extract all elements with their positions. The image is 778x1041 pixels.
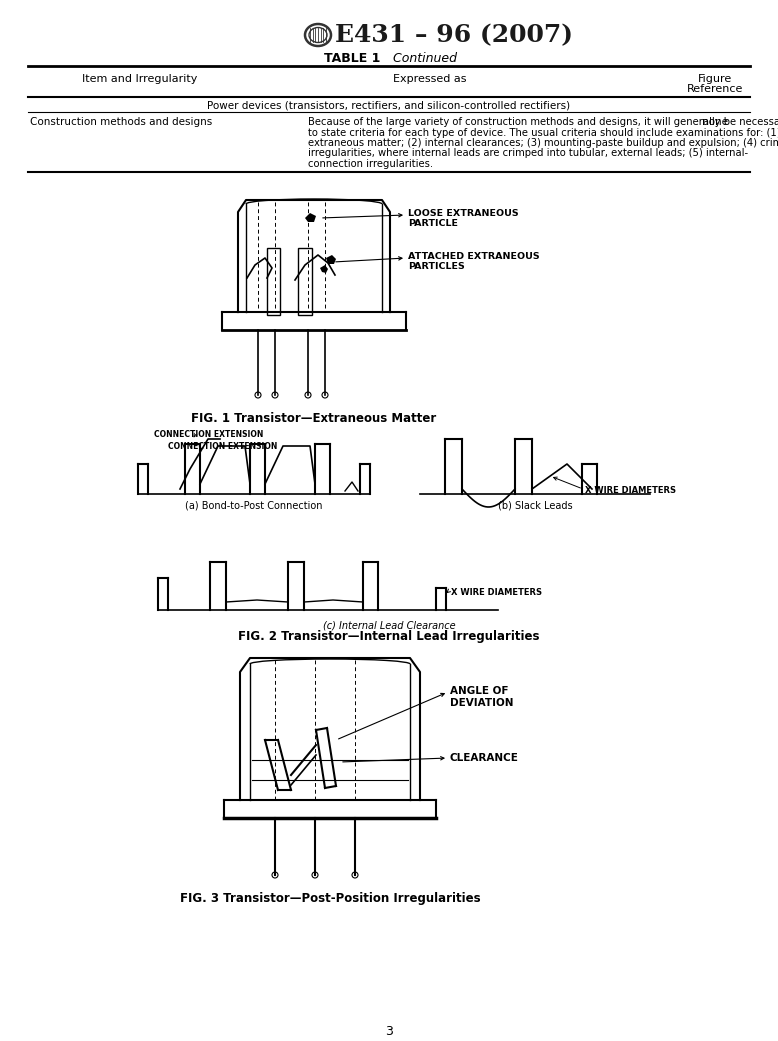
Circle shape	[352, 872, 358, 878]
Text: ANGLE OF: ANGLE OF	[450, 686, 509, 696]
Text: connection irregularities.: connection irregularities.	[308, 159, 433, 169]
Text: PARTICLE: PARTICLE	[408, 219, 458, 228]
Bar	[298, 248, 312, 315]
Text: X WIRE DIAMETERS: X WIRE DIAMETERS	[585, 486, 676, 496]
Text: FIG. 2 Transistor—Internal Lead Irregularities: FIG. 2 Transistor—Internal Lead Irregula…	[238, 630, 540, 643]
Text: Continued: Continued	[389, 51, 457, 65]
Text: irregularities, where internal leads are crimped into tubular, external leads; (: irregularities, where internal leads are…	[308, 149, 748, 158]
Text: FIG. 1 Transistor—Extraneous Matter: FIG. 1 Transistor—Extraneous Matter	[191, 412, 436, 425]
Bar	[267, 248, 280, 315]
Text: FIG. 3 Transistor—Post-Position Irregularities: FIG. 3 Transistor—Post-Position Irregula…	[180, 892, 480, 905]
Circle shape	[272, 392, 278, 398]
Polygon shape	[320, 265, 328, 273]
Circle shape	[255, 392, 261, 398]
Text: DEVIATION: DEVIATION	[450, 699, 513, 708]
Polygon shape	[326, 255, 336, 264]
Text: Power devices (transistors, rectifiers, and silicon-controlled rectifiers): Power devices (transistors, rectifiers, …	[208, 100, 570, 110]
Text: to state criteria for each type of device. The usual criteria should include exa: to state criteria for each type of devic…	[308, 127, 778, 137]
Text: CONNECTION EXTENSION: CONNECTION EXTENSION	[154, 430, 264, 439]
Circle shape	[322, 392, 328, 398]
Text: LOOSE EXTRANEOUS: LOOSE EXTRANEOUS	[408, 209, 519, 218]
Text: ATTACHED EXTRANEOUS: ATTACHED EXTRANEOUS	[408, 252, 540, 261]
Text: Figure: Figure	[698, 74, 732, 84]
Text: none: none	[702, 117, 728, 127]
Text: Expressed as: Expressed as	[393, 74, 467, 84]
Text: (c) Internal Lead Clearance: (c) Internal Lead Clearance	[323, 620, 455, 630]
Text: CLEARANCE: CLEARANCE	[450, 753, 519, 763]
Text: Because of the large variety of construction methods and designs, it will genera: Because of the large variety of construc…	[308, 117, 778, 127]
Circle shape	[305, 392, 311, 398]
Text: (a) Bond-to-Post Connection: (a) Bond-to-Post Connection	[185, 500, 323, 510]
Text: 3: 3	[385, 1025, 393, 1038]
Circle shape	[312, 872, 318, 878]
Text: PARTICLES: PARTICLES	[408, 262, 464, 271]
Polygon shape	[305, 213, 316, 222]
Text: Construction methods and designs: Construction methods and designs	[30, 117, 212, 127]
Text: extraneous matter; (2) internal clearances; (3) mounting-paste buildup and expul: extraneous matter; (2) internal clearanc…	[308, 138, 778, 148]
Text: Reference: Reference	[687, 84, 743, 94]
Circle shape	[272, 872, 278, 878]
Text: CONNECTION EXTENSION: CONNECTION EXTENSION	[168, 442, 278, 451]
Text: TABLE 1: TABLE 1	[324, 51, 389, 65]
Text: E431 – 96 (2007): E431 – 96 (2007)	[335, 23, 573, 47]
Text: X WIRE DIAMETERS: X WIRE DIAMETERS	[451, 588, 542, 596]
Text: (b) Slack Leads: (b) Slack Leads	[498, 500, 573, 510]
Text: Item and Irregularity: Item and Irregularity	[82, 74, 198, 84]
